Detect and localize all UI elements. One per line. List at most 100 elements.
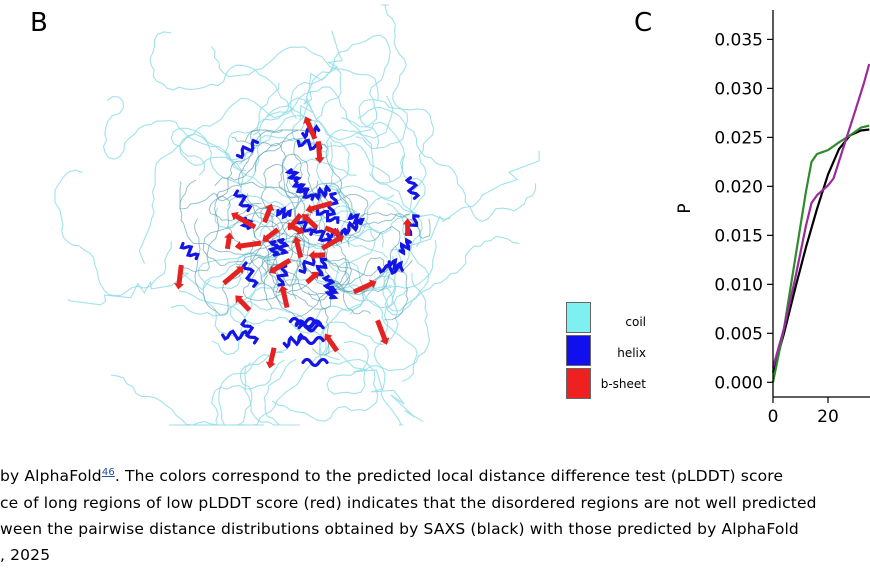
coil-strand bbox=[316, 95, 394, 259]
legend-swatch-helix bbox=[566, 335, 591, 366]
helix-segment bbox=[377, 262, 404, 276]
core-strand bbox=[252, 210, 411, 244]
distance-distribution-chart: 0.000 0.005 0.010 0.015 0.020 0.025 0.030 0.035… bbox=[675, 10, 870, 427]
helix-segment bbox=[315, 208, 340, 224]
coil-strand bbox=[347, 235, 520, 316]
helix-segment bbox=[232, 189, 253, 213]
y-tick-label: 0.010 bbox=[714, 275, 763, 295]
helix-segment bbox=[404, 214, 420, 237]
sheet-arrow bbox=[303, 116, 318, 140]
core-strand bbox=[179, 181, 254, 256]
helix-segment bbox=[301, 357, 329, 368]
helix-segment bbox=[291, 181, 310, 196]
caption-line-2: ce of long regions of low pLDDT score (r… bbox=[0, 494, 817, 512]
panel-b-letter: B bbox=[30, 8, 48, 38]
core-strand bbox=[238, 129, 299, 188]
helix-segment bbox=[398, 237, 412, 256]
coil-strand bbox=[335, 261, 418, 383]
coil-strand bbox=[239, 114, 406, 184]
helix-segment bbox=[343, 217, 363, 235]
sheet-arrow bbox=[235, 295, 252, 312]
sheet-arrow bbox=[222, 266, 244, 286]
sheet-arrow bbox=[314, 141, 325, 164]
y-tick-label: 0.015 bbox=[714, 226, 763, 246]
helix-segment bbox=[404, 176, 421, 200]
reference-link-46[interactable]: 46 bbox=[101, 467, 115, 478]
sheet-arrow bbox=[231, 211, 257, 230]
coil-strands bbox=[54, 4, 540, 426]
sheet-arrow bbox=[287, 222, 305, 235]
core-strand bbox=[214, 129, 307, 187]
helix-segment bbox=[282, 332, 306, 350]
helix-segment bbox=[311, 225, 333, 246]
core-strand bbox=[215, 181, 357, 229]
sheet-arrow bbox=[324, 333, 340, 353]
coil-tail bbox=[67, 271, 211, 306]
y-tick-label: 0.000 bbox=[714, 373, 763, 393]
helix-segment bbox=[297, 335, 325, 346]
core-strand bbox=[275, 258, 371, 317]
coil-strand bbox=[138, 97, 294, 264]
sheet-arrow bbox=[262, 227, 280, 242]
sheet-arrow bbox=[224, 232, 235, 250]
helix-segment bbox=[284, 168, 302, 183]
helix-segment bbox=[221, 329, 250, 342]
sheet-arrow bbox=[292, 236, 304, 259]
helix-segment bbox=[288, 316, 317, 327]
coil-strand bbox=[170, 103, 290, 185]
y-tick-label: 0.005 bbox=[714, 324, 763, 344]
secondary-structure-legend: coil helix b-sheet bbox=[566, 302, 656, 402]
y-tick-label: 0.030 bbox=[714, 79, 763, 99]
sheet-arrow bbox=[174, 264, 184, 290]
sheet-arrow bbox=[305, 200, 333, 214]
core-strand bbox=[243, 193, 309, 301]
helix-segment bbox=[240, 319, 260, 345]
helix-segment bbox=[235, 138, 260, 160]
sheet-arrow bbox=[265, 347, 277, 369]
y-tick-label: 0.020 bbox=[714, 177, 763, 197]
sheet-arrow bbox=[234, 240, 262, 251]
caption-line-1-start: by AlphaFold bbox=[0, 467, 102, 486]
plot-axes bbox=[772, 10, 870, 398]
coil-strand bbox=[358, 99, 435, 248]
plot-lines bbox=[771, 63, 870, 383]
helix-segment bbox=[314, 184, 331, 201]
y-tick-label: 0.035 bbox=[714, 30, 763, 50]
panel-c-letter: C bbox=[634, 8, 653, 38]
core-strand bbox=[261, 219, 310, 309]
plot-ticks: 0.000 0.005 0.010 0.015 0.020 0.025 0.030 0.035… bbox=[675, 30, 839, 427]
caption-line-1-end: . The colors correspond to the predicted… bbox=[114, 467, 784, 486]
sheet-arrow bbox=[324, 225, 341, 237]
coil-strand bbox=[102, 96, 247, 171]
legend-swatch-b-sheet bbox=[566, 368, 591, 399]
sheet-arrow bbox=[308, 250, 326, 261]
sheet-arrow bbox=[305, 271, 319, 285]
core-strand bbox=[325, 226, 401, 296]
x-tick-label: 0 bbox=[768, 407, 779, 427]
helix-segment bbox=[315, 257, 328, 277]
legend-label-helix: helix bbox=[617, 346, 646, 360]
protein-structure-ensemble bbox=[54, 4, 540, 426]
helix-segment bbox=[179, 241, 200, 261]
sheet-arrow bbox=[278, 285, 290, 309]
coil-strand bbox=[326, 340, 404, 426]
coil-tail bbox=[324, 339, 424, 423]
sheet-arrow bbox=[268, 258, 292, 275]
sheet-arrow bbox=[320, 234, 345, 251]
coil-tail bbox=[299, 30, 344, 121]
coil-strand bbox=[357, 107, 537, 223]
coil-tail bbox=[389, 150, 540, 251]
core-strand bbox=[236, 256, 352, 296]
caption-line-4: , 2025 bbox=[0, 546, 51, 564]
caption-line-1: by AlphaFold46. The colors correspond to… bbox=[0, 467, 870, 485]
helix-segment bbox=[276, 206, 292, 220]
helix-segment bbox=[294, 319, 322, 329]
core-strand bbox=[180, 195, 243, 273]
coil-strand bbox=[244, 358, 300, 426]
coil-strand bbox=[266, 86, 451, 220]
helix-segment bbox=[347, 213, 365, 225]
sheet-arrow bbox=[302, 214, 319, 230]
coil-strand bbox=[179, 133, 312, 207]
sheet-segments bbox=[174, 116, 413, 369]
helix-segment bbox=[321, 275, 337, 293]
